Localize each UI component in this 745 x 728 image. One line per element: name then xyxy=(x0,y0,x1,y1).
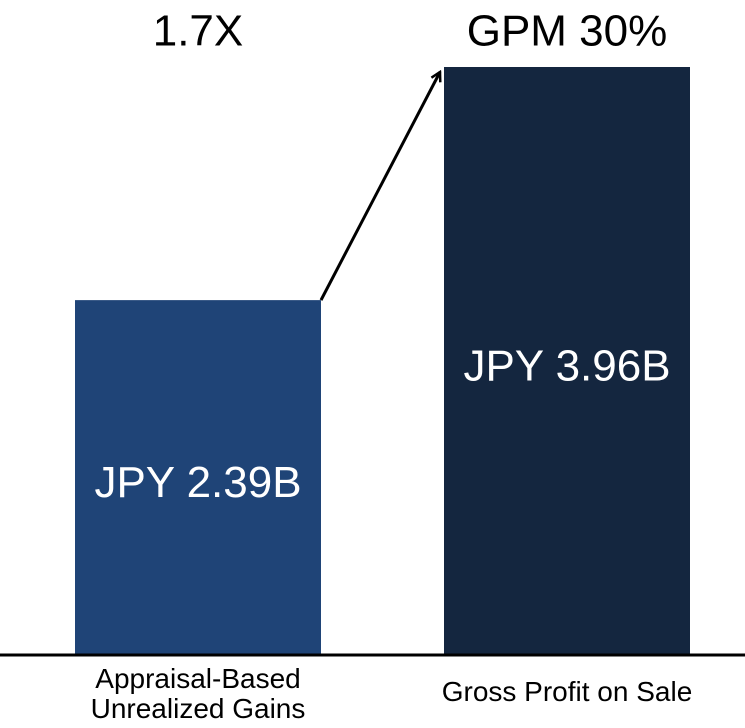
annotation: GPM 30% xyxy=(467,7,668,56)
value-label: JPY 2.39B xyxy=(94,458,301,507)
bar xyxy=(75,300,321,655)
category-label: Appraisal-Based Unrealized Gains xyxy=(90,663,306,724)
category-label: Gross Profit on Sale xyxy=(441,676,693,707)
bar xyxy=(444,67,690,655)
value-label: JPY 3.96B xyxy=(463,342,670,391)
arrow xyxy=(319,72,440,301)
annotation: 1.7X xyxy=(153,7,244,56)
